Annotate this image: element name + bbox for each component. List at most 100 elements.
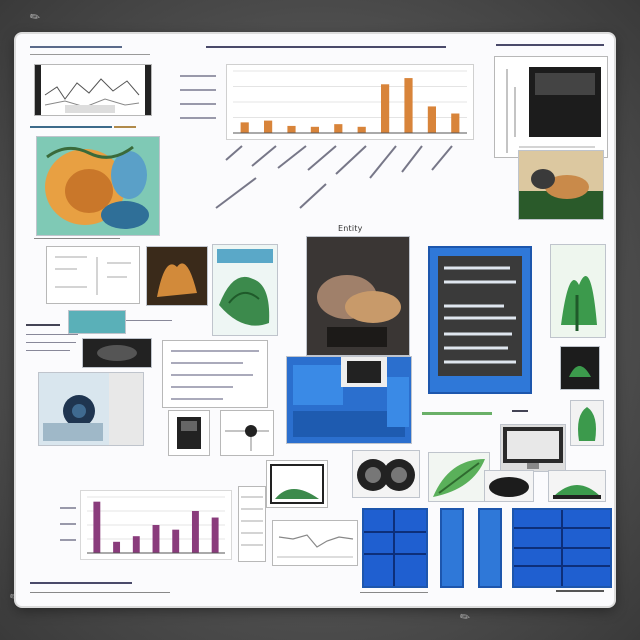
frame-sketch-svg [270,464,324,504]
painted-map-svg [37,137,159,235]
green-shell-svg [213,245,277,335]
label-scribble [30,126,112,128]
bottom-y-scribble [60,507,76,541]
device-photo-svg [39,373,143,445]
blue-cabinet-a-svg [364,510,426,586]
instrument-diagram-svg [495,57,607,157]
label-scribble [26,350,70,351]
monitor-tile [500,424,566,472]
label-scribble [512,410,528,412]
dark-tv-svg [561,347,599,389]
chart-bar [451,113,460,133]
blue-cabinet-a [362,508,428,588]
collage-board: Entity [16,34,614,606]
blue-machine-svg [287,357,411,443]
chart-bar [191,511,199,553]
dark-tv-tile [560,346,600,390]
green-vase-tile [570,400,604,446]
label-scribble [34,238,120,239]
hands-photo-svg [519,151,603,219]
heading-scribble [496,44,604,46]
sketch-notes [46,246,140,304]
chart-bar [357,126,366,133]
ocean-strip-tile [68,310,126,334]
blue-cabinet-b-svg [514,510,610,586]
chart-bar [404,78,413,133]
label-scribble [26,324,60,326]
chart-bar [152,525,160,553]
painted-map-tile [36,136,160,236]
line-graph-svg [277,534,354,558]
device-sketch-a [168,410,210,456]
frame-sketch [266,460,328,508]
x-axis-scribble [215,145,453,209]
hands-closeup-svg [307,237,409,355]
top-chart-axis-labels [176,70,220,130]
label-scribble [126,320,172,321]
green-leaf-svg [433,459,485,497]
dark-photo-tile [82,338,152,368]
chart-bar [172,529,180,553]
chart-bar [264,120,273,133]
top-chart-x-labels [196,138,476,218]
device-sketch-a-svg [177,417,201,449]
hands-photo-tile [518,150,604,220]
footer-scribble [30,582,132,584]
wood-sculpture-svg [147,247,207,305]
device-photo-tile [38,372,144,446]
list-panel [162,340,268,408]
chart-bar [381,84,390,133]
chart-title-scribble [206,46,446,48]
blue-machine-tile [286,356,412,444]
bottom-bar-chart-svg [87,496,225,554]
blue-cabinet-b [512,508,612,588]
blue-pillar-a [440,508,464,588]
footer-scribble [556,590,604,592]
table-strip [238,486,266,562]
top-bar-chart-svg [233,70,467,134]
black-device-svg [489,477,529,497]
green-shell-tile [212,244,278,336]
chart-bar [93,501,101,553]
blue-screen-svg [430,248,530,392]
heading-underline [30,54,150,55]
y-axis-scribble [180,75,216,119]
chart-bar [240,122,249,133]
table-strip-svg [241,496,263,546]
chart-bar [427,106,436,133]
hands-closeup-tile [306,236,410,356]
green-tray-tile [548,470,606,502]
top-bar-chart [226,64,474,140]
label-scribble [26,342,76,343]
chart-bar [132,536,140,553]
plant-photo-svg [551,245,605,337]
instrument-diagram [494,56,608,158]
wood-sculpture-tile [146,246,208,306]
footer-scribble [360,592,428,593]
blue-pillar-b [478,508,502,588]
chart-bar [287,125,296,133]
device-sketch-b [220,410,274,456]
monitor-svg [503,427,563,469]
label-scribble [114,126,136,128]
chart-bar [334,124,343,133]
label-scribble [26,334,78,335]
chart-bar [113,541,121,553]
label-scribble [422,412,492,415]
line-graph-tile [272,520,358,566]
green-vase-svg [578,407,596,441]
goggles-tile [352,450,420,498]
bottom-bar-chart [80,490,232,560]
line-diagram [34,64,152,116]
dark-photo-svg [83,339,151,367]
list-panel-svg [171,350,259,400]
blue-computer-screen [428,246,532,394]
black-device-tile [484,470,534,502]
heading-scribble [30,46,122,48]
line-diagram-svg [35,65,151,115]
center-label: Entity [338,224,363,233]
sketch-notes-svg [55,256,131,295]
footer-scribble [30,592,170,593]
bottom-chart-y-labels [58,502,78,552]
chart-bar [211,517,219,553]
